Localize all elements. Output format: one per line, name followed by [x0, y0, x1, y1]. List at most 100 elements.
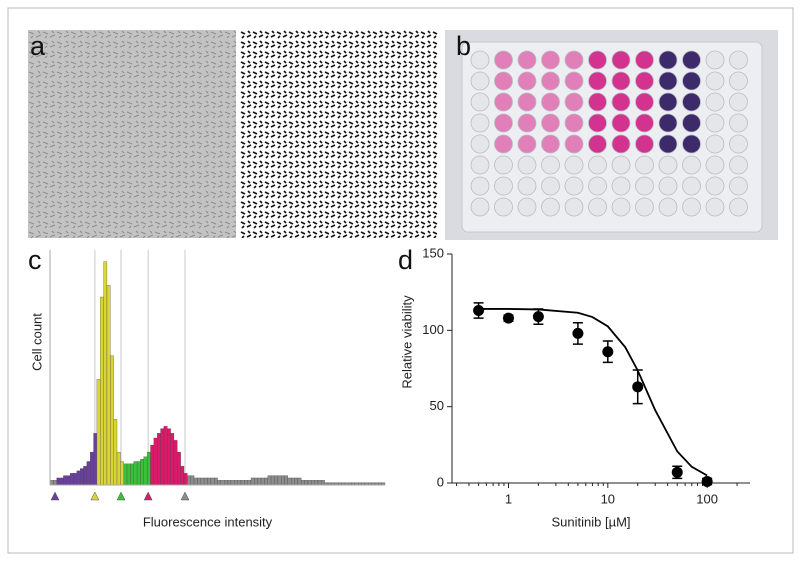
well — [635, 50, 654, 70]
bar — [197, 477, 201, 486]
bar — [126, 463, 131, 486]
well — [541, 92, 560, 112]
bar — [193, 477, 198, 486]
well — [588, 197, 607, 217]
well — [494, 71, 513, 91]
well — [635, 176, 654, 196]
well — [682, 176, 701, 196]
well — [682, 71, 701, 91]
well — [658, 50, 678, 70]
well — [635, 197, 654, 217]
well — [658, 155, 678, 175]
well — [517, 176, 537, 196]
bar — [170, 433, 175, 486]
well — [729, 197, 748, 217]
well — [588, 113, 607, 133]
gate-marker — [116, 491, 126, 501]
well — [541, 134, 560, 154]
well — [729, 134, 748, 154]
well — [682, 50, 701, 70]
bar — [76, 470, 81, 486]
point — [572, 327, 584, 339]
well — [541, 50, 560, 70]
bar — [96, 379, 101, 486]
well — [470, 92, 490, 112]
well-plate — [445, 30, 778, 240]
well — [564, 197, 584, 217]
gate-marker — [50, 491, 60, 501]
frame — [7, 7, 794, 554]
well — [541, 176, 560, 196]
bar — [183, 473, 188, 486]
point — [532, 311, 544, 323]
well — [588, 155, 607, 175]
well — [494, 113, 513, 133]
well — [705, 176, 725, 196]
bar — [217, 480, 221, 486]
well — [517, 71, 537, 91]
bar — [110, 355, 114, 486]
bar — [140, 458, 144, 486]
bar — [53, 480, 57, 486]
bar — [301, 480, 305, 486]
well — [494, 134, 513, 154]
well — [611, 134, 631, 154]
well — [588, 71, 607, 91]
well — [705, 50, 725, 70]
well — [564, 113, 584, 133]
well — [588, 176, 607, 196]
bar — [203, 477, 208, 486]
well — [635, 134, 654, 154]
well — [729, 50, 748, 70]
well — [682, 155, 701, 175]
bar — [280, 475, 285, 486]
well — [611, 92, 631, 112]
well — [658, 71, 678, 91]
x-tick-label: 1 — [505, 491, 512, 506]
well — [470, 176, 490, 196]
bar — [260, 477, 265, 486]
binary-mask — [240, 30, 438, 238]
well — [470, 134, 490, 154]
bar — [213, 477, 218, 486]
bar — [304, 480, 309, 486]
bar — [187, 475, 191, 486]
well — [658, 197, 678, 217]
gate-marker — [143, 491, 153, 501]
well — [588, 50, 607, 70]
bar — [234, 480, 238, 486]
x-axis-label: Fluorescence intensity — [143, 514, 273, 529]
micrograph — [28, 30, 236, 238]
bar — [284, 475, 288, 486]
point — [632, 381, 644, 393]
well — [705, 71, 725, 91]
bar — [307, 480, 312, 486]
well — [517, 155, 537, 175]
well — [611, 176, 631, 196]
well — [517, 113, 537, 133]
well — [564, 71, 584, 91]
bar — [120, 461, 124, 486]
well — [517, 197, 537, 217]
y-tick-label: 50 — [430, 398, 444, 413]
panel-label: b — [456, 31, 471, 61]
point — [671, 466, 683, 478]
well — [494, 50, 513, 70]
well — [635, 71, 654, 91]
bar — [66, 475, 71, 486]
bar — [224, 480, 228, 486]
well — [682, 113, 701, 133]
point — [701, 475, 713, 487]
bar — [321, 480, 325, 486]
well — [588, 134, 607, 154]
well — [705, 197, 725, 217]
y-axis-label: Relative viability — [399, 295, 414, 389]
well — [564, 176, 584, 196]
well — [635, 155, 654, 175]
well — [705, 113, 725, 133]
bar — [210, 477, 215, 486]
gate-marker — [90, 491, 100, 501]
well — [658, 92, 678, 112]
point — [473, 304, 485, 316]
